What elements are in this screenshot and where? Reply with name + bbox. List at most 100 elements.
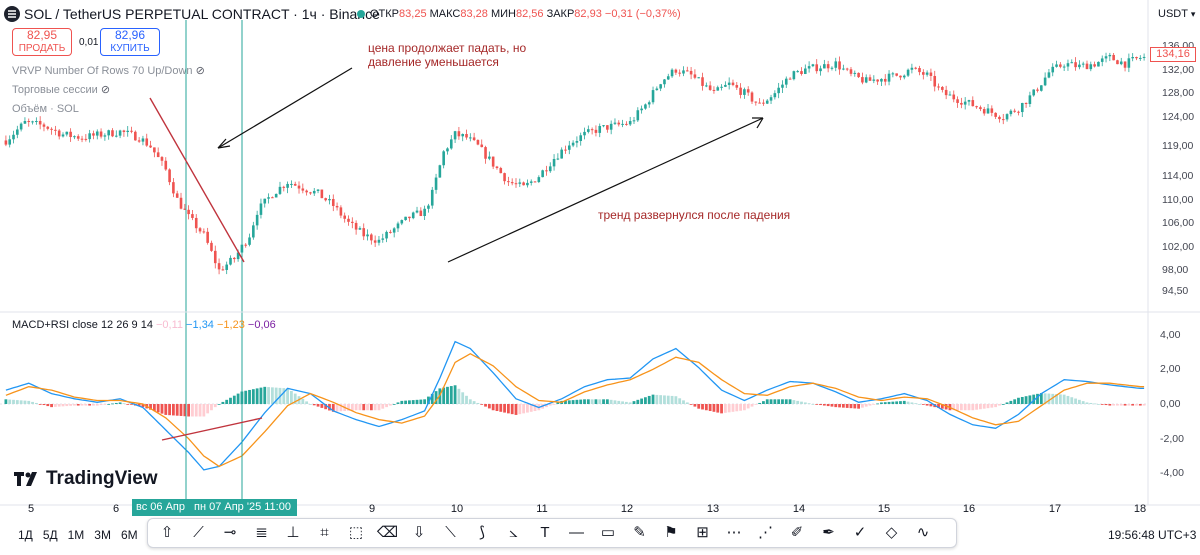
h-line-icon[interactable]: —	[569, 523, 584, 541]
macd-histogram-bar	[1009, 400, 1013, 404]
trend-line-icon[interactable]: ⟋	[193, 523, 204, 541]
text-icon[interactable]: T	[540, 523, 550, 541]
ellipse-icon[interactable]: ◇	[885, 524, 898, 541]
macd-histogram-bar	[800, 401, 803, 404]
macd-histogram-bar	[88, 404, 92, 406]
candle-body	[366, 234, 369, 237]
macd-histogram-bar	[396, 402, 400, 404]
date-range-icon[interactable]: ⋯	[726, 524, 742, 541]
highlighter-icon[interactable]: ✒	[822, 524, 835, 541]
sell-button[interactable]: 82,95 ПРОДАТЬ	[12, 28, 72, 56]
macd-histogram-bar	[1093, 403, 1097, 405]
candle-body	[697, 77, 701, 79]
range-1m[interactable]: 1М	[67, 528, 85, 542]
time-tick-label: 18	[1134, 503, 1146, 515]
measure-icon[interactable]: ⊞	[696, 524, 709, 541]
macd-histogram-bar	[446, 386, 449, 404]
path-icon[interactable]: ⟆	[479, 524, 485, 541]
pen-icon[interactable]: ✐	[790, 524, 804, 541]
flag-icon[interactable]: ⚑	[664, 524, 678, 541]
range-3m[interactable]: 3М	[94, 528, 111, 542]
indicator-volume[interactable]: Объём · SOL	[12, 103, 79, 115]
cross-line-icon[interactable]: ⌗	[320, 523, 329, 541]
macd-histogram-bar	[244, 390, 248, 404]
polyline-icon[interactable]: ∿	[916, 524, 930, 541]
clock[interactable]: 19:56:48 UTC+3	[1108, 528, 1197, 542]
candle-body	[838, 61, 841, 70]
candle-body	[153, 147, 156, 153]
eye-off-icon[interactable]: ⊘	[100, 84, 111, 96]
annotation-note1[interactable]: цена продолжает падать, но давление умен…	[368, 41, 526, 69]
macd-histogram-bar	[423, 399, 427, 404]
range-6m[interactable]: 6М	[120, 528, 138, 542]
check-mark-icon[interactable]: ✓	[853, 524, 867, 541]
candle-body	[1097, 61, 1100, 67]
buy-button[interactable]: 82,96 КУПИТЬ	[100, 28, 160, 56]
macd-histogram-bar	[1005, 402, 1009, 404]
eye-off-icon[interactable]: ⊘	[195, 65, 205, 77]
candle-body	[107, 130, 110, 136]
fib-icon[interactable]: ≣	[255, 524, 268, 541]
candle-body	[762, 102, 765, 104]
macd-histogram-bar	[529, 404, 533, 412]
eraser-icon[interactable]: ⌫	[376, 524, 399, 541]
candle-body	[967, 100, 971, 102]
candle-body	[31, 121, 34, 123]
range-1d[interactable]: 1Д	[18, 528, 33, 542]
candle-body	[899, 75, 902, 78]
candle-body	[57, 130, 61, 137]
candle-body	[990, 108, 994, 113]
annotation-note2[interactable]: тренд развернулся после падения	[598, 208, 791, 222]
macd-legend[interactable]: MACD+RSI close 12 26 9 14 −0,11 −1,34 −1…	[12, 319, 276, 331]
macd-histogram-bar	[1001, 404, 1005, 405]
macd-histogram-bar	[811, 404, 815, 405]
time-tick-label: 16	[963, 503, 975, 515]
callout-icon[interactable]: ▭	[600, 524, 616, 541]
candle-body	[743, 89, 746, 95]
macd-histogram-bar	[697, 404, 701, 409]
tradingview-icon	[14, 472, 37, 486]
macd-histogram-bar	[651, 394, 655, 404]
candle-body	[19, 123, 23, 130]
macd-histogram-bar	[347, 404, 350, 411]
candle-body	[800, 71, 803, 74]
indicator-vrvp[interactable]: VRVP Number Of Rows 70 Up/Down ⊘	[12, 64, 205, 77]
macd-histogram-bar	[499, 404, 503, 412]
macd-histogram-bar	[385, 404, 388, 408]
crosshair-time-label-2: пн 07 Апр '25 11:00	[188, 499, 297, 516]
macd-histogram-bar	[746, 404, 750, 409]
line-icon[interactable]: ⟍	[445, 523, 456, 541]
trend-angle-icon[interactable]: ⦣	[509, 523, 518, 541]
brush-icon[interactable]: ✎	[633, 524, 646, 541]
symbol-title[interactable]: SOL / TetherUS PERPETUAL CONTRACT · 1ч ·…	[24, 6, 380, 22]
vertical-line-icon[interactable]: ⊥	[286, 524, 300, 541]
macd-histogram-bar	[1108, 404, 1112, 406]
indicator-sessions[interactable]: Торговые сессии ⊘	[12, 83, 110, 96]
arrow-trend	[447, 117, 764, 263]
crosshair-time-label-1: вс 06 Апр '	[132, 499, 195, 516]
candle-body	[727, 82, 731, 85]
tradingview-logo[interactable]: TradingView	[14, 468, 158, 490]
macd-histogram-bar	[613, 400, 617, 404]
time-tick-label: 6	[113, 503, 119, 515]
candle-body	[42, 124, 46, 127]
macd-histogram-bar	[213, 404, 217, 408]
macd-histogram-bar	[857, 404, 860, 409]
chevron-down-icon: ▾	[1190, 9, 1196, 19]
range-5d[interactable]: 5Д	[42, 528, 58, 542]
candle-body	[236, 252, 240, 260]
candle-body	[883, 78, 887, 82]
currency-selector[interactable]: USDT ▾	[1158, 8, 1195, 20]
candle-body	[685, 70, 689, 72]
long-position-icon[interactable]: ⋰	[758, 524, 773, 541]
candle-body	[385, 231, 388, 239]
macd-histogram-bar	[331, 404, 335, 412]
macd-histogram-bar	[758, 402, 762, 404]
candle-body	[1108, 54, 1112, 57]
arrow-down-icon[interactable]: ⇩	[412, 524, 426, 541]
candle-body	[172, 182, 175, 194]
rectangle-icon[interactable]: ⬚	[348, 524, 364, 541]
arrow-up-icon[interactable]: ⇧	[160, 524, 174, 541]
horizontal-ray-icon[interactable]: ⊸	[223, 524, 237, 541]
